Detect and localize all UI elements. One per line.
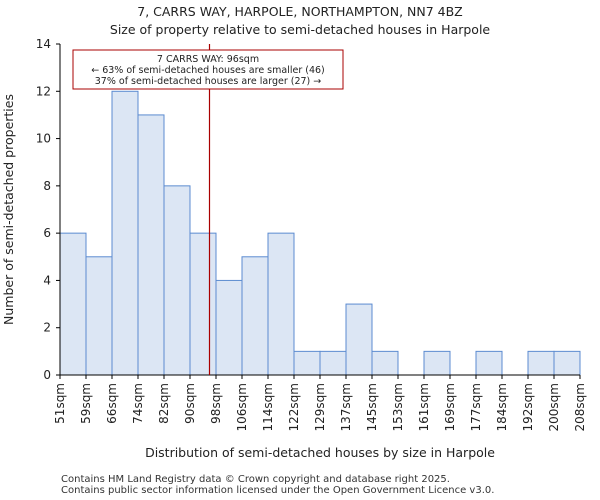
y-tick-label: 0	[43, 368, 51, 382]
annotation-line: ← 63% of semi-detached houses are smalle…	[91, 65, 325, 76]
annotation-line: 7 CARRS WAY: 96sqm	[157, 54, 259, 65]
x-tick-label: 137sqm	[339, 383, 353, 431]
x-tick-label: 169sqm	[443, 383, 457, 431]
x-tick-label: 192sqm	[521, 383, 535, 431]
chart-title-address: 7, CARRS WAY, HARPOLE, NORTHAMPTON, NN7 …	[137, 4, 463, 19]
x-tick-label: 200sqm	[547, 383, 561, 431]
y-tick-label: 14	[36, 37, 51, 51]
footer-copyright: Contains HM Land Registry data © Crown c…	[61, 474, 450, 485]
bar-51sqm	[59, 232, 87, 376]
x-tick-label: 122sqm	[287, 383, 301, 431]
y-tick-label: 12	[36, 84, 51, 98]
footer-licence: Contains public sector information licen…	[61, 485, 495, 496]
bar-129sqm	[319, 350, 347, 376]
bar-161sqm	[423, 350, 451, 376]
y-axis-label: Number of semi-detached properties	[1, 94, 16, 325]
y-tick-label: 6	[43, 226, 51, 240]
x-tick-label: 66sqm	[105, 383, 119, 424]
y-tick-label: 4	[43, 273, 51, 287]
x-tick-label: 114sqm	[261, 383, 275, 431]
x-tick-label: 74sqm	[131, 383, 145, 424]
bar-200sqm	[553, 350, 581, 376]
bar-177sqm	[475, 350, 503, 376]
bar-192sqm	[527, 350, 555, 376]
x-tick-label: 129sqm	[313, 383, 327, 431]
bar-122sqm	[293, 350, 321, 376]
x-tick-label: 177sqm	[469, 383, 483, 431]
x-tick-label: 82sqm	[157, 383, 171, 424]
annotation-box	[72, 49, 344, 90]
y-tick-label: 2	[43, 321, 51, 335]
bar-74sqm	[137, 114, 165, 376]
x-tick-label: 145sqm	[365, 383, 379, 431]
x-tick-label: 98sqm	[209, 383, 223, 424]
bar-98sqm	[215, 279, 243, 376]
x-tick-label: 153sqm	[391, 383, 405, 431]
y-tick-label: 10	[36, 132, 51, 146]
bar-82sqm	[163, 185, 191, 376]
bar-106sqm	[241, 256, 269, 376]
x-tick-label: 90sqm	[183, 383, 197, 424]
bar-137sqm	[345, 303, 373, 376]
bar-59sqm	[85, 256, 113, 376]
x-axis-label: Distribution of semi-detached houses by …	[145, 445, 495, 460]
x-tick-label: 51sqm	[53, 383, 67, 424]
bar-66sqm	[111, 90, 139, 376]
x-tick-label: 59sqm	[79, 383, 93, 424]
bar-145sqm	[371, 350, 399, 376]
bar-114sqm	[267, 232, 295, 376]
x-tick-label: 208sqm	[573, 383, 587, 431]
x-tick-label: 106sqm	[235, 383, 249, 431]
bar-90sqm	[189, 232, 217, 376]
x-tick-label: 184sqm	[495, 383, 509, 431]
x-tick-label: 161sqm	[417, 383, 431, 431]
chart-title: Size of property relative to semi-detach…	[109, 22, 491, 37]
annotation-line: 37% of semi-detached houses are larger (…	[95, 76, 322, 87]
y-tick-label: 8	[43, 179, 51, 193]
